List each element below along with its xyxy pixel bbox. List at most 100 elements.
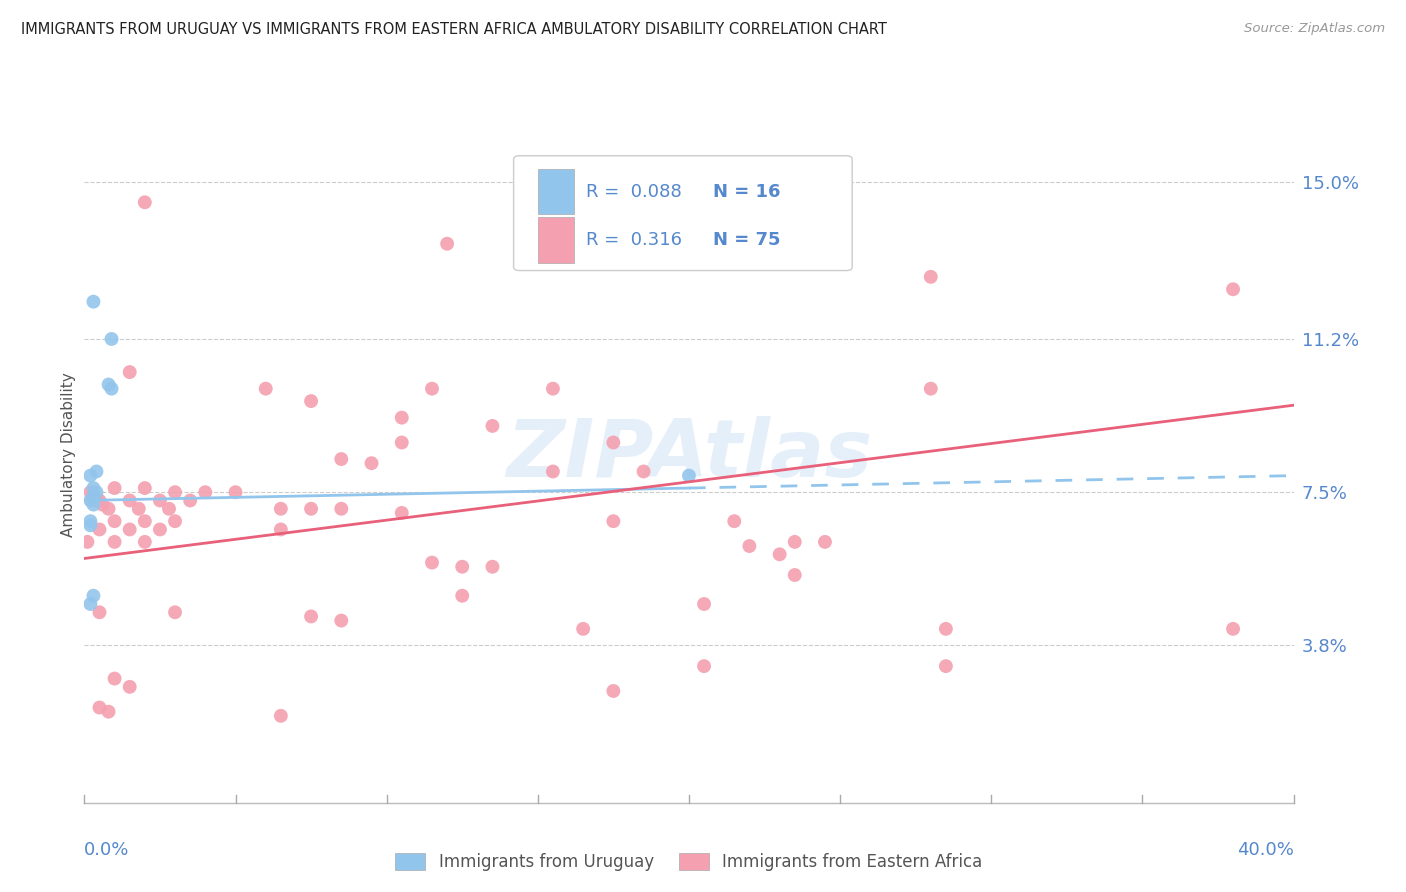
Point	[89, 605, 111, 619]
Point	[360, 456, 382, 470]
Point	[134, 514, 156, 528]
Point	[935, 622, 957, 636]
Point	[82, 489, 104, 503]
Point	[134, 535, 156, 549]
Point	[451, 589, 474, 603]
Point	[738, 539, 761, 553]
Point	[225, 485, 247, 500]
Point	[104, 672, 127, 686]
Legend: Immigrants from Uruguay, Immigrants from Eastern Africa: Immigrants from Uruguay, Immigrants from…	[388, 847, 990, 878]
FancyBboxPatch shape	[513, 156, 852, 270]
Point	[1222, 622, 1244, 636]
Point	[82, 589, 104, 603]
Point	[920, 269, 942, 284]
Point	[783, 568, 806, 582]
Point	[128, 501, 150, 516]
Point	[330, 614, 353, 628]
Point	[194, 485, 217, 500]
Point	[299, 501, 322, 516]
Point	[783, 535, 806, 549]
Text: IMMIGRANTS FROM URUGUAY VS IMMIGRANTS FROM EASTERN AFRICA AMBULATORY DISABILITY : IMMIGRANTS FROM URUGUAY VS IMMIGRANTS FR…	[21, 22, 887, 37]
Point	[391, 410, 413, 425]
Point	[633, 465, 655, 479]
Point	[602, 514, 624, 528]
Point	[391, 506, 413, 520]
Point	[678, 468, 700, 483]
Point	[100, 382, 122, 396]
Point	[82, 489, 104, 503]
Point	[79, 468, 101, 483]
Point	[299, 394, 322, 409]
Y-axis label: Ambulatory Disability: Ambulatory Disability	[60, 373, 76, 537]
Point	[89, 493, 111, 508]
Point	[481, 419, 503, 434]
Point	[79, 518, 101, 533]
Point	[104, 514, 127, 528]
Point	[104, 535, 127, 549]
Point	[693, 597, 716, 611]
Point	[97, 705, 120, 719]
Point	[118, 523, 141, 537]
Point	[602, 684, 624, 698]
Point	[330, 501, 353, 516]
Point	[723, 514, 745, 528]
Point	[541, 382, 564, 396]
Text: R =  0.088: R = 0.088	[586, 183, 682, 201]
Text: ZIPAtlas: ZIPAtlas	[506, 416, 872, 494]
Point	[165, 485, 187, 500]
Point	[134, 195, 156, 210]
Point	[79, 485, 101, 500]
Point	[79, 514, 101, 528]
Text: 40.0%: 40.0%	[1237, 841, 1294, 859]
Point	[97, 501, 120, 516]
Point	[118, 680, 141, 694]
Point	[82, 498, 104, 512]
Point	[149, 493, 172, 508]
Point	[391, 435, 413, 450]
Point	[82, 481, 104, 495]
Point	[270, 523, 292, 537]
Text: N = 75: N = 75	[713, 231, 780, 249]
Point	[76, 535, 98, 549]
Point	[86, 485, 108, 500]
Point	[693, 659, 716, 673]
Point	[420, 556, 443, 570]
Point	[935, 659, 957, 673]
Point	[451, 559, 474, 574]
Point	[602, 435, 624, 450]
Point	[769, 547, 792, 561]
Text: R =  0.316: R = 0.316	[586, 231, 682, 249]
Point	[481, 559, 503, 574]
Point	[420, 382, 443, 396]
Point	[254, 382, 277, 396]
Point	[79, 597, 101, 611]
Point	[86, 465, 108, 479]
Point	[104, 481, 127, 495]
Point	[89, 523, 111, 537]
Point	[82, 294, 104, 309]
Point	[118, 493, 141, 508]
Point	[89, 700, 111, 714]
Point	[157, 501, 180, 516]
Point	[118, 365, 141, 379]
Point	[86, 493, 108, 508]
Point	[270, 501, 292, 516]
Point	[149, 523, 172, 537]
Point	[270, 708, 292, 723]
Point	[920, 382, 942, 396]
FancyBboxPatch shape	[538, 218, 574, 263]
Point	[91, 498, 114, 512]
Text: N = 16: N = 16	[713, 183, 780, 201]
Point	[100, 332, 122, 346]
Point	[436, 236, 458, 251]
Point	[299, 609, 322, 624]
Point	[541, 465, 564, 479]
Text: Source: ZipAtlas.com: Source: ZipAtlas.com	[1244, 22, 1385, 36]
Point	[79, 493, 101, 508]
Point	[179, 493, 201, 508]
Point	[1222, 282, 1244, 296]
Point	[165, 514, 187, 528]
Point	[330, 452, 353, 467]
Point	[572, 622, 595, 636]
FancyBboxPatch shape	[538, 169, 574, 214]
